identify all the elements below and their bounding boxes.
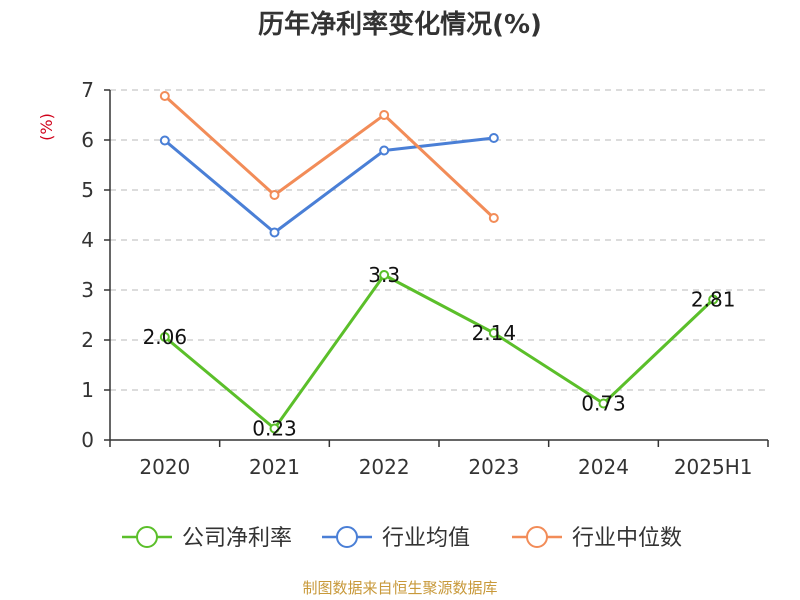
y-axis-title: (%) (37, 113, 56, 141)
data-point (159, 135, 170, 146)
series-line (163, 273, 715, 430)
y-tick-label: 2 (81, 328, 94, 352)
data-point (708, 294, 719, 305)
y-tick-label: 1 (81, 378, 94, 402)
legend-item-2[interactable]: 行业中位数 (512, 526, 682, 551)
series-line (163, 136, 495, 234)
data-label-layer: 2.06 0.23 3.3 2.14 0.73 2.81 (143, 263, 736, 441)
data-point (379, 270, 390, 280)
data-point (488, 328, 499, 338)
legend-label: 行业均值 (382, 526, 470, 551)
legend-label: 公司净利率 (182, 526, 292, 551)
data-point (379, 145, 390, 156)
data-point (488, 213, 499, 223)
series-0 (159, 270, 719, 434)
legend-label: 行业中位数 (572, 526, 682, 551)
data-point (269, 190, 280, 200)
series-layer (159, 91, 719, 434)
data-point (269, 227, 280, 238)
x-tick-label: 2021 (249, 455, 300, 479)
data-point (159, 332, 170, 342)
legend[interactable]: 公司净利率 行业均值 行业中位数 (122, 526, 682, 551)
x-tick-label: 2023 (468, 455, 519, 479)
y-tick-label: 5 (81, 178, 94, 202)
series-line (163, 94, 495, 220)
data-point (598, 398, 609, 409)
chart-title: 历年净利率变化情况(%) (258, 10, 542, 40)
data-label: 3.3 (368, 263, 400, 287)
data-point (159, 91, 170, 101)
data-label: 0.73 (581, 392, 626, 416)
y-tick-label: 3 (81, 278, 94, 302)
y-tick-label: 0 (81, 428, 94, 452)
data-point (488, 133, 499, 143)
data-label: 2.06 (143, 325, 188, 349)
legend-item-0[interactable]: 公司净利率 (122, 526, 292, 551)
source-note: 制图数据来自恒生聚源数据库 (302, 579, 498, 597)
y-tick-label: 7 (81, 78, 94, 102)
data-point (269, 423, 280, 434)
legend-marker (336, 526, 358, 548)
series-2 (159, 91, 499, 223)
x-tick-label: 2020 (139, 455, 190, 479)
legend-marker (526, 526, 548, 548)
legend-marker (136, 526, 158, 548)
data-point (379, 110, 390, 120)
data-label: 2.81 (691, 288, 736, 312)
data-label: 0.23 (252, 417, 297, 441)
axis-layer: (%) 0 1 2 3 4 5 6 7 2020 2021 2022 2023 2024 2025H1 (37, 78, 769, 479)
legend-item-1[interactable]: 行业均值 (322, 526, 470, 551)
series-1 (159, 133, 499, 238)
data-label: 2.14 (472, 321, 517, 345)
x-tick-label: 2024 (578, 455, 629, 479)
x-tick-label: 2022 (359, 455, 410, 479)
y-tick-label: 4 (81, 228, 94, 252)
y-tick-label: 6 (81, 128, 94, 152)
x-tick-label: 2025H1 (674, 455, 753, 479)
